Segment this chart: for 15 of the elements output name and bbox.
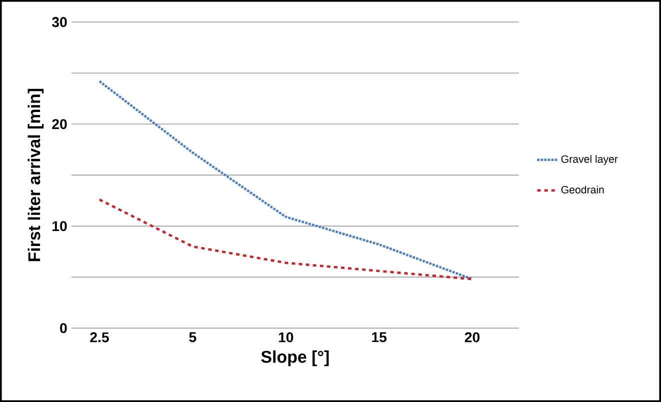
x-tick-label: 2.5 <box>90 332 109 342</box>
legend-label: Geodrain <box>561 186 604 194</box>
line-series <box>98 80 474 280</box>
x-tick-label: 15 <box>372 332 387 342</box>
legend-label: Gravel layer <box>561 155 618 165</box>
x-axis-title: Slope [°] <box>261 350 329 366</box>
y-tick-label: 0 <box>60 323 67 334</box>
y-axis-title: First liter arrival [min] <box>28 88 44 262</box>
y-tick-label: 30 <box>52 17 67 28</box>
line-series <box>98 198 474 280</box>
x-tick-label: 20 <box>464 332 480 342</box>
x-tick-label: 5 <box>189 332 196 342</box>
y-tick-label: 10 <box>52 221 67 232</box>
x-tick-label: 10 <box>278 332 294 342</box>
y-tick-label: 20 <box>52 119 67 130</box>
